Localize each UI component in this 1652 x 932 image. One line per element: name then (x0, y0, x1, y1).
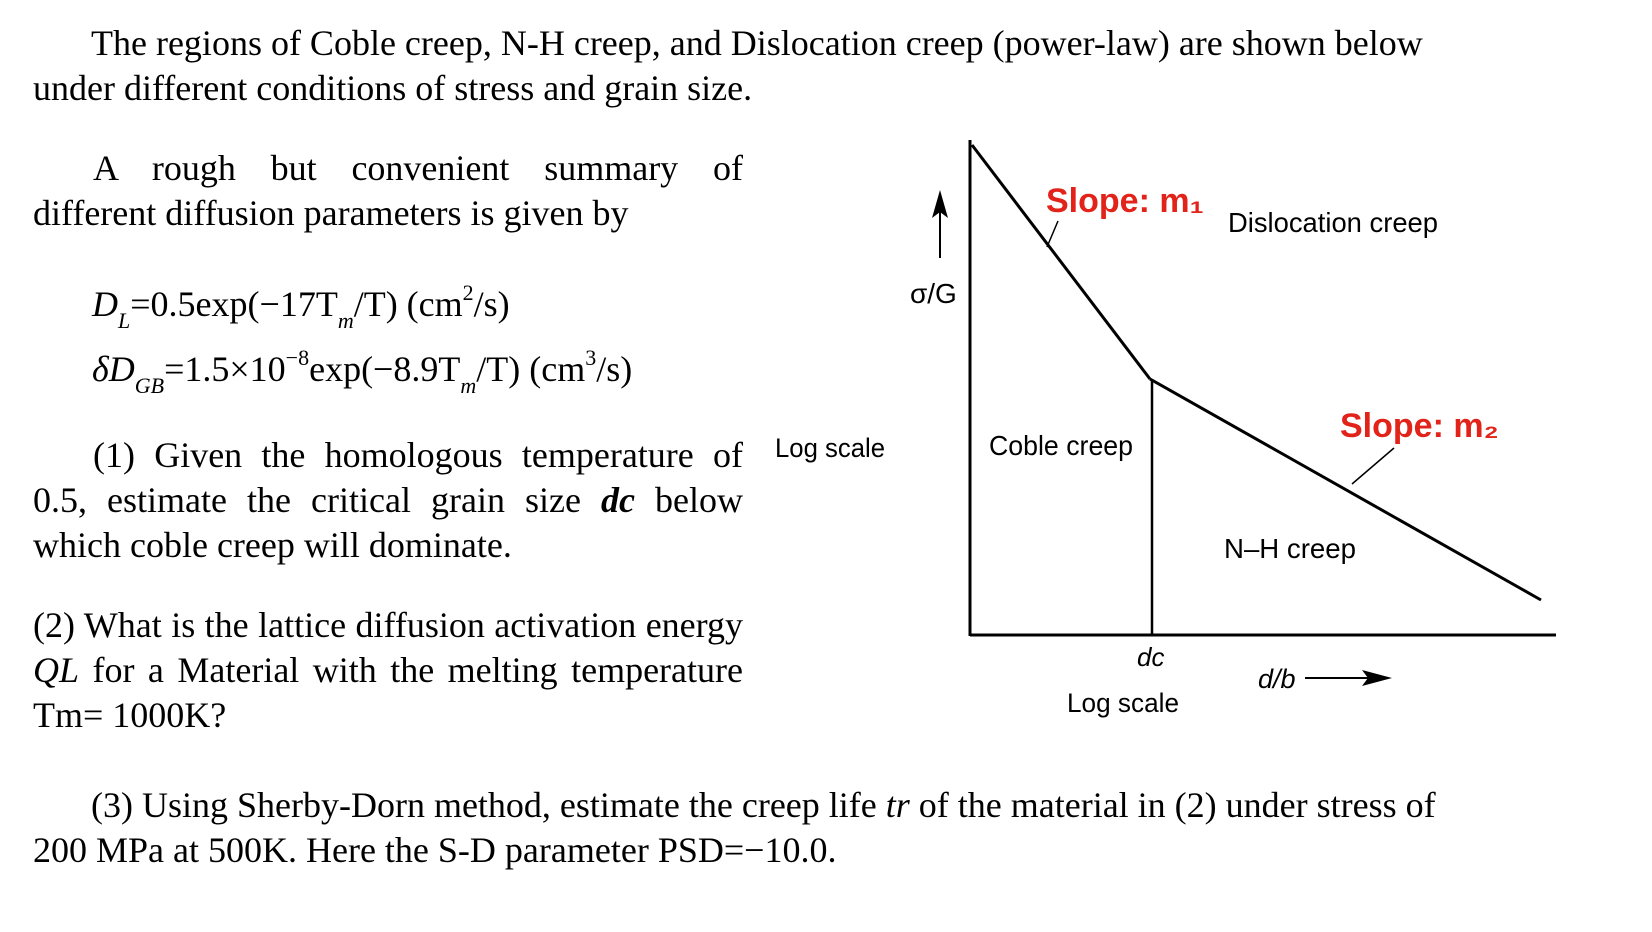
slope1-leader (1046, 220, 1059, 248)
equation-grain-boundary-diffusion: δDGB=1.5×10−8exp(−8.9Tm/T) (cm3/s) (92, 345, 633, 398)
eq2-tm-sub: m (460, 373, 477, 398)
eq2-units: /s) (596, 349, 633, 389)
coble-creep-label: Coble creep (989, 430, 1133, 461)
eq1-subscript: L (118, 308, 131, 333)
y-scale-label: Log scale (775, 433, 885, 463)
x-arrow-head (1362, 670, 1392, 686)
eq1-power: 2 (462, 280, 474, 305)
q1-text-a: (1) Given the homologous temperature of … (33, 435, 743, 520)
slope2-leader (1351, 447, 1395, 485)
question-2: (2) What is the lattice diffusion activa… (33, 603, 743, 738)
slope2-label: Slope: m₂ (1340, 407, 1499, 445)
intro-line-2: under different conditions of stress and… (33, 68, 753, 108)
x-axis-label: d/b (1258, 664, 1296, 694)
q3-line-2: 200 MPa at 500K. Here the S-D parameter … (33, 830, 837, 870)
question-3: (3) Using Sherby-Dorn method, estimate t… (33, 783, 1533, 873)
q1-text-b: below which coble creep will dominate. (33, 480, 743, 565)
slope1-label: Slope: m₁ (1046, 182, 1204, 220)
eq2-subscript: GB (134, 373, 165, 398)
dislocation-creep-label: Dislocation creep (1228, 207, 1438, 238)
q2-text-b: for a Material with the melting temperat… (33, 650, 743, 735)
eq1-units: /s) (473, 284, 510, 324)
question-1: (1) Given the homologous temperature of … (33, 433, 743, 568)
q3-variable: tr (885, 785, 910, 825)
dislocation-boundary-line (970, 144, 1152, 380)
summary-paragraph: A rough but convenient summary of differ… (33, 148, 743, 233)
q1-variable: dc (601, 480, 635, 520)
eq2-exponent: −8 (285, 345, 310, 370)
nh-creep-label: N–H creep (1224, 533, 1356, 564)
y-axis-label: σ/G (910, 278, 957, 309)
intro-line-1: The regions of Coble creep, N-H creep, a… (91, 23, 1423, 63)
intro-paragraph: The regions of Coble creep, N-H creep, a… (33, 21, 1533, 111)
nh-boundary-line (1149, 377, 1542, 602)
eq1-tm-sub: m (337, 308, 354, 333)
q2-text-a: (2) What is the lattice diffusion activa… (33, 605, 743, 645)
eq1-symbol: D (92, 284, 118, 324)
q3-line-1: (3) Using Sherby-Dorn method, estimate t… (91, 783, 1533, 828)
eq2-power: 3 (585, 345, 597, 370)
x-scale-label: Log scale (1067, 688, 1179, 718)
eq2-rhs: =1.5×10 (164, 349, 286, 389)
eq2-mid: exp(−8.9T (309, 349, 461, 389)
equation-lattice-diffusion: DL=0.5exp(−17Tm/T) (cm2/s) (92, 280, 510, 333)
eq1-tail: /T) (cm (353, 284, 463, 324)
y-arrow-head (932, 190, 948, 218)
q3-text-b: of the material in (2) under stress of (909, 785, 1436, 825)
eq2-symbol: δD (92, 349, 135, 389)
q2-variable: QL (33, 650, 80, 690)
q3-text-a: (3) Using Sherby-Dorn method, estimate t… (91, 785, 886, 825)
eq2-tail: /T) (cm (476, 349, 586, 389)
critical-size-label: dc (1137, 642, 1164, 672)
eq1-rhs: =0.5exp(−17T (130, 284, 338, 324)
